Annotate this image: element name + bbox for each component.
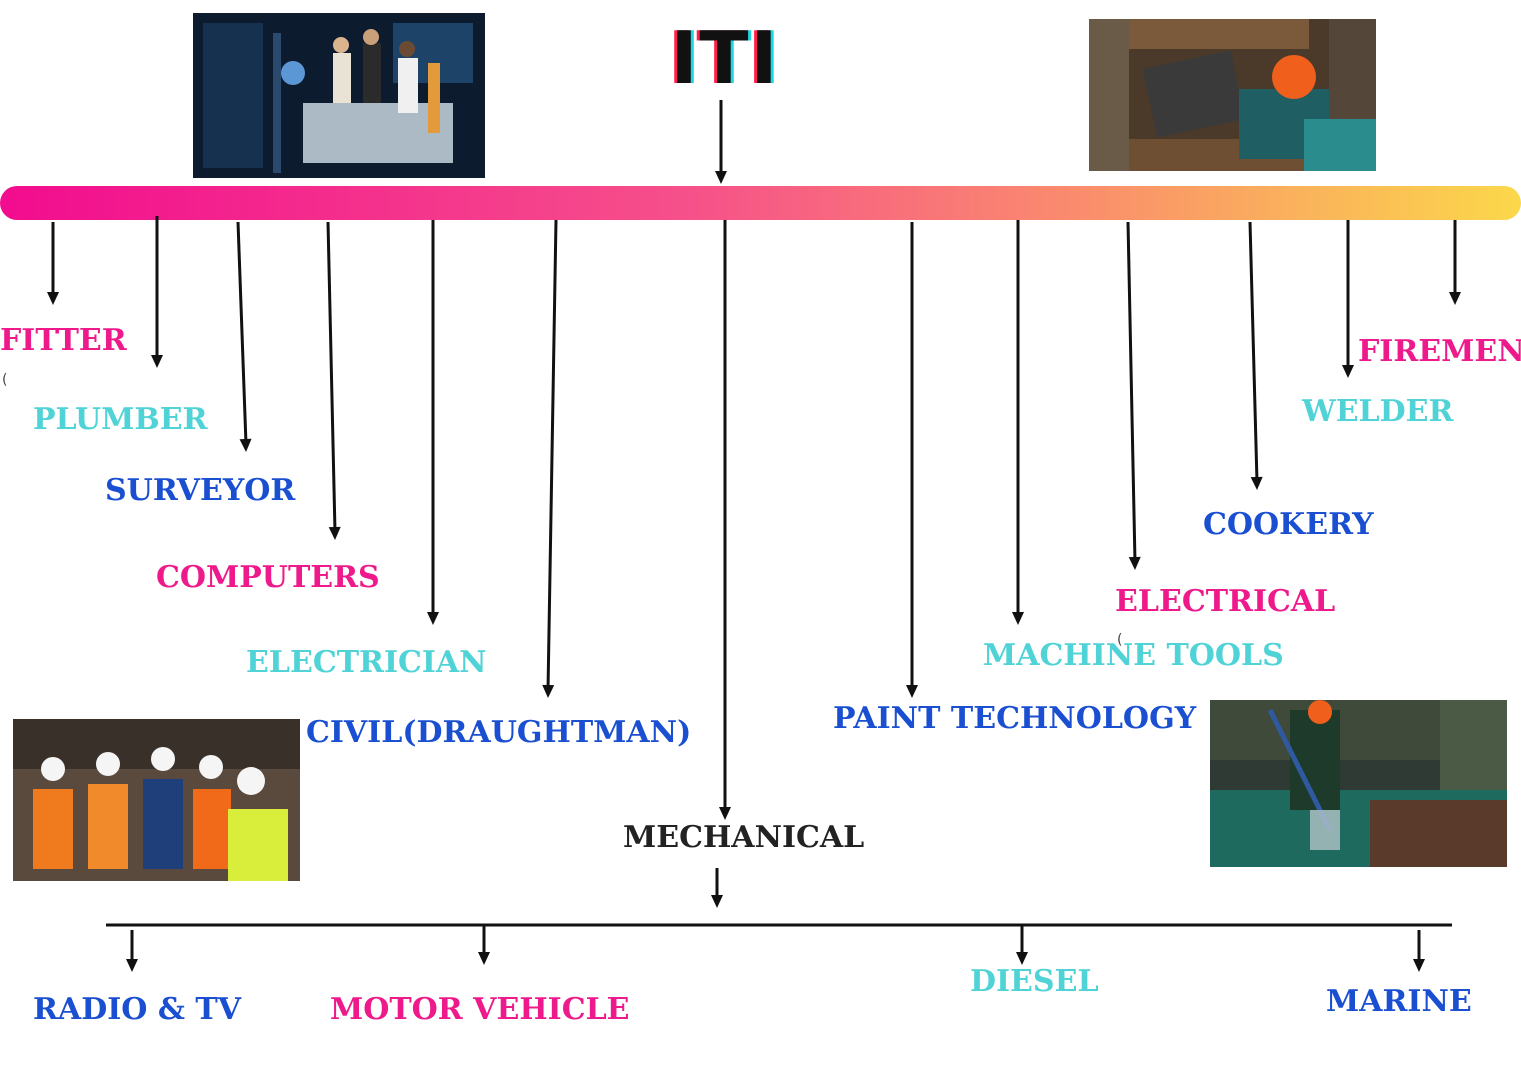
worker-equipment-photo	[1210, 700, 1507, 867]
diesel-arrow-arrowhead	[1016, 952, 1028, 965]
electrical-arrow-line	[1126, 221, 1137, 563]
electrician-arrow-arrowhead	[427, 612, 439, 625]
branch-radio-tv: RADIO & TV	[33, 992, 241, 1027]
surveyor-arrow-line	[236, 221, 248, 445]
gradient-timeline-bar	[0, 186, 1521, 220]
trade-electrician: ELECTRICIAN	[246, 645, 487, 680]
mechanical-arrow-arrowhead	[719, 807, 731, 820]
surveyor-arrow-arrowhead	[239, 438, 252, 452]
civil-arrow-arrowhead	[542, 684, 555, 698]
stray-mark: (	[1117, 632, 1123, 648]
page-title: ITI	[670, 16, 780, 100]
fitter-arrow-arrowhead	[47, 292, 59, 305]
branch-diesel: DIESEL	[970, 964, 1099, 999]
trade-electrical: ELECTRICAL	[1115, 584, 1336, 619]
trade-surveyor: SURVEYOR	[105, 473, 296, 508]
trade-civil-draughtman: CIVIL(DRAUGHTMAN)	[306, 715, 692, 750]
cookery-arrow-arrowhead	[1250, 476, 1263, 490]
trade-cookery: COOKERY	[1203, 507, 1374, 542]
trade-machine-tools: MACHINE TOOLS	[983, 638, 1284, 673]
plumber-arrow-arrowhead	[151, 355, 163, 368]
title-arrow-arrowhead	[715, 171, 727, 184]
computers-arrow-arrowhead	[328, 526, 341, 540]
trade-fitter: FITTER	[0, 323, 127, 358]
civil-arrow-line	[546, 219, 558, 691]
lab-robotics-photo	[193, 13, 485, 178]
branch-motor-vehicle: MOTOR VEHICLE	[330, 992, 630, 1027]
motor-vehicle-arrow-arrowhead	[478, 952, 490, 965]
trade-computers: COMPUTERS	[156, 560, 380, 595]
trade-welder: WELDER	[1302, 394, 1454, 429]
railway-worker-photo	[1089, 19, 1376, 171]
stray-mark: (	[2, 372, 8, 388]
trade-paint-technology: PAINT TECHNOLOGY	[833, 701, 1197, 736]
trade-mechanical: MECHANICAL	[623, 820, 865, 855]
cookery-arrow-line	[1248, 221, 1259, 483]
paint-arrow-arrowhead	[906, 685, 918, 698]
marine-arrow-arrowhead	[1413, 959, 1425, 972]
computers-arrow-line	[326, 221, 337, 533]
welder-arrow-arrowhead	[1342, 365, 1354, 378]
workers-safety-vest-photo	[13, 719, 300, 881]
radio-tv-arrow-arrowhead	[126, 959, 138, 972]
branch-marine: MARINE	[1326, 984, 1472, 1019]
trade-firemen: FIREMEN	[1358, 334, 1521, 369]
firemen-arrow-arrowhead	[1449, 292, 1461, 305]
trade-plumber: PLUMBER	[33, 402, 208, 437]
machine-tools-arrow-arrowhead	[1012, 612, 1024, 625]
mechanical-down-arrow-arrowhead	[711, 895, 723, 908]
electrical-arrow-arrowhead	[1128, 556, 1141, 570]
